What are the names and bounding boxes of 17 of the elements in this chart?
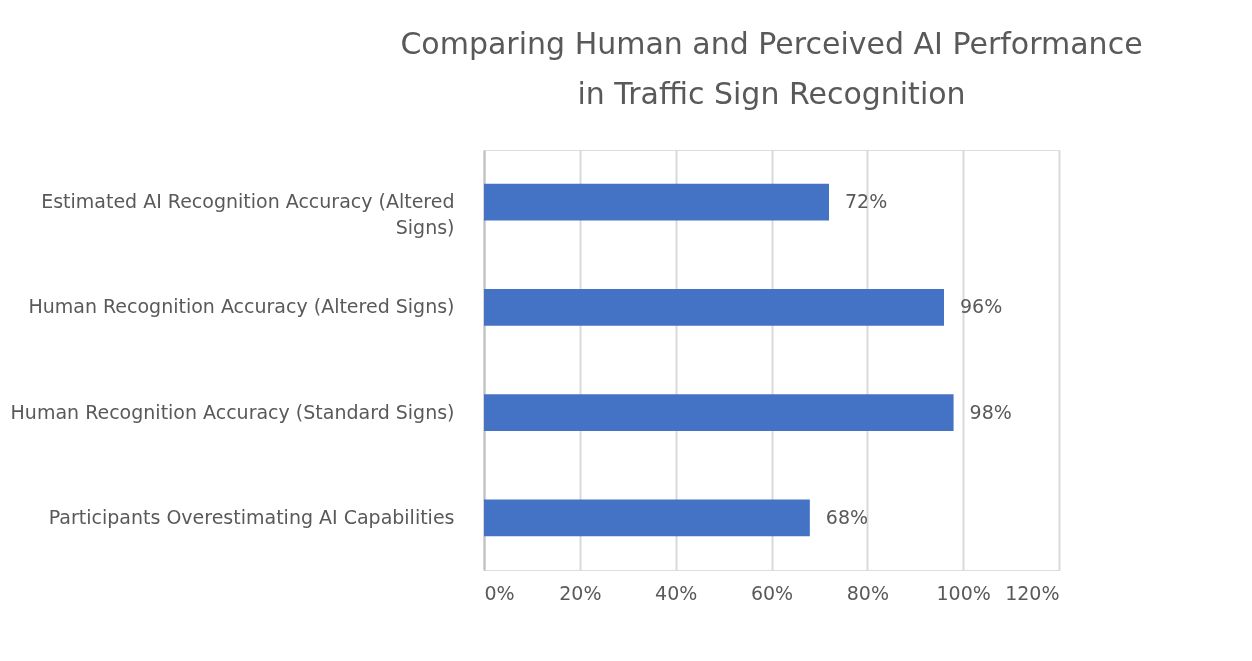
data-label: 96%: [960, 295, 1003, 318]
x-tick-label: 80%: [846, 581, 889, 604]
x-tick-label: 0%: [484, 581, 515, 604]
x-tick-label: 40%: [655, 581, 698, 604]
text: Comparing Human and Perceived AI Performance: [400, 26, 1143, 61]
y-tick-label: Participants Overestimating AI Capabilities: [48, 505, 455, 528]
text: in Traffic Sign Recognition: [577, 76, 966, 111]
data-label: 72%: [845, 190, 888, 213]
y-tick-label: Human Recognition Accuracy (Altered Signs): [28, 295, 455, 318]
data-label: 68%: [825, 505, 869, 528]
data-label: 98%: [969, 400, 1012, 423]
x-tick-label: 20%: [559, 581, 602, 604]
x-tick-label: 60%: [750, 581, 794, 604]
x-tick-label: 120%: [1005, 581, 1060, 604]
y-tick-label: Human Recognition Accuracy (Standard Signs): [10, 400, 455, 423]
y-tick-label: Estimated AI Recognition Accuracy (Altered Signs): [41, 190, 455, 239]
x-tick-label: 100%: [936, 581, 991, 604]
